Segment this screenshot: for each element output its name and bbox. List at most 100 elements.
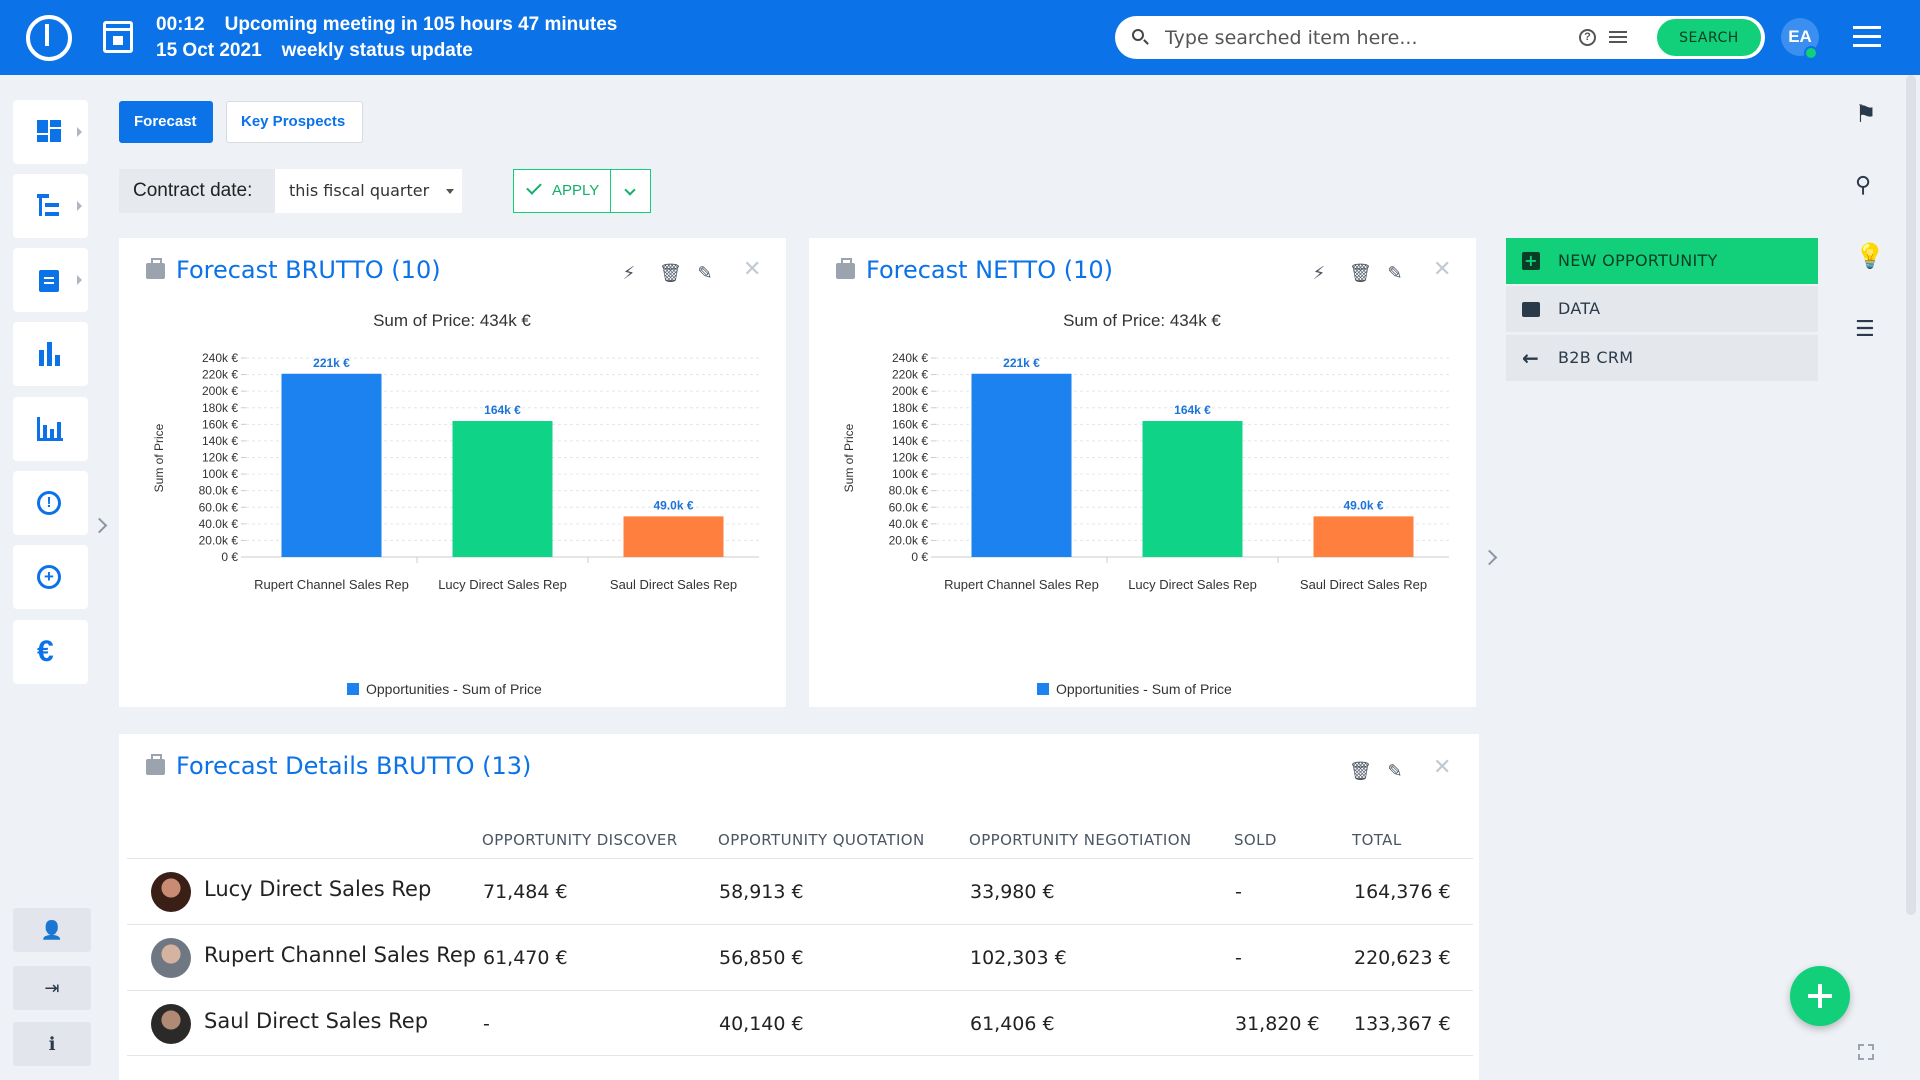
- user-search-icon[interactable]: ⚲: [1855, 172, 1872, 197]
- checklist-icon[interactable]: ☰: [1855, 316, 1875, 341]
- legend-swatch: [347, 683, 359, 695]
- tab-key-prospects[interactable]: Key Prospects: [226, 101, 363, 143]
- y-tick-label: 220k €: [892, 368, 928, 382]
- cell-negotiation: 33,980 €: [970, 881, 1055, 903]
- new-opportunity-button[interactable]: + NEW OPPORTUNITY: [1506, 238, 1818, 284]
- expand-arrow-icon: [77, 275, 82, 285]
- meeting-title: weekly status update: [281, 40, 473, 61]
- data-label: 164k €: [1174, 403, 1211, 417]
- y-tick-label: 100k €: [892, 467, 928, 481]
- search-bar: ? SEARCH: [1115, 16, 1765, 59]
- column-header[interactable]: OPPORTUNITY DISCOVER: [482, 831, 678, 849]
- column-header[interactable]: SOLD: [1234, 831, 1277, 849]
- sidebar-reports[interactable]: [13, 322, 88, 386]
- y-tick-label: 160k €: [892, 417, 928, 431]
- apply-dropdown-toggle[interactable]: [610, 169, 651, 213]
- fullscreen-icon[interactable]: [1858, 1044, 1874, 1060]
- tab-forecast[interactable]: Forecast: [119, 101, 213, 143]
- search-button[interactable]: SEARCH: [1655, 17, 1763, 58]
- y-tick-label: 140k €: [892, 434, 928, 448]
- rep-name[interactable]: Lucy Direct Sales Rep: [204, 877, 432, 901]
- logout-button[interactable]: ⇥: [13, 966, 91, 1010]
- rep-name[interactable]: Rupert Channel Sales Rep: [204, 943, 477, 967]
- meeting-countdown: Upcoming meeting in 105 hours 47 minutes: [224, 14, 618, 35]
- arrow-left-icon: ←: [1522, 346, 1540, 370]
- calendar-icon[interactable]: [103, 21, 133, 53]
- flag-icon[interactable]: ⚑: [1855, 101, 1877, 128]
- plus-icon: +: [1522, 252, 1540, 270]
- x-tick-label: Saul Direct Sales Rep: [610, 577, 737, 592]
- info-button[interactable]: ℹ: [13, 1022, 91, 1066]
- bar-chart: Sum of Price: 434k € Sum of Price 0 € 20.0k…: [152, 311, 759, 697]
- search-icon: [1132, 29, 1144, 41]
- column-header[interactable]: OPPORTUNITY QUOTATION: [718, 831, 925, 849]
- sidebar-alerts[interactable]: !: [13, 471, 88, 535]
- bar: [452, 421, 553, 557]
- y-tick-label: 100k €: [202, 467, 238, 481]
- app-logo-icon[interactable]: [26, 15, 72, 61]
- meeting-line-1[interactable]: 00:12 Upcoming meeting in 105 hours 47 mi…: [156, 14, 637, 36]
- close-icon[interactable]: ✕: [743, 256, 762, 281]
- y-tick-label: 0 €: [911, 550, 928, 564]
- close-icon[interactable]: ✕: [1433, 754, 1452, 779]
- flash-icon[interactable]: ⚡: [622, 263, 636, 283]
- edit-icon[interactable]: ✎: [697, 263, 713, 283]
- meeting-line-2[interactable]: 15 Oct 2021 weekly status update: [156, 40, 493, 62]
- edit-icon[interactable]: ✎: [1387, 761, 1403, 781]
- edit-icon[interactable]: ✎: [1387, 263, 1403, 283]
- menu-icon[interactable]: [1853, 26, 1881, 48]
- help-icon[interactable]: ?: [1579, 29, 1596, 46]
- b2b-crm-button[interactable]: ← B2B CRM: [1506, 335, 1818, 381]
- table-row[interactable]: Lucy Direct Sales Rep 71,484 € 58,913 € …: [127, 858, 1473, 924]
- y-tick-label: 80.0k €: [199, 484, 239, 498]
- contract-date-label: Contract date:: [119, 169, 275, 213]
- close-icon[interactable]: ✕: [1433, 256, 1452, 281]
- table-row[interactable]: Rupert Channel Sales Rep 61,470 € 56,850…: [127, 924, 1473, 990]
- hierarchy-icon: [37, 194, 63, 218]
- add-fab-button[interactable]: [1790, 966, 1850, 1026]
- sidebar-expand-icon[interactable]: [91, 517, 108, 534]
- chart-title: Sum of Price: 434k €: [1063, 311, 1221, 330]
- user-avatar[interactable]: EA: [1781, 18, 1819, 56]
- y-tick-label: 200k €: [892, 384, 928, 398]
- scrollbar[interactable]: [1906, 75, 1916, 915]
- sidebar-hierarchy[interactable]: [13, 174, 88, 238]
- rep-name[interactable]: Saul Direct Sales Rep: [204, 1009, 429, 1033]
- search-filter-icon[interactable]: [1609, 29, 1627, 45]
- panel-expand-icon[interactable]: [1481, 549, 1498, 566]
- briefcase-icon: [146, 258, 165, 279]
- sidebar-finance[interactable]: €: [13, 620, 88, 684]
- sidebar-tasks[interactable]: [13, 248, 88, 312]
- sidebar-reminders[interactable]: +: [13, 545, 88, 609]
- lightbulb-icon[interactable]: 💡: [1855, 243, 1885, 270]
- flash-icon[interactable]: ⚡: [1312, 263, 1326, 283]
- table-row[interactable]: Saul Direct Sales Rep - 40,140 € 61,406 …: [127, 990, 1473, 1056]
- sidebar-statistics[interactable]: [13, 397, 88, 461]
- cell-discover: 71,484 €: [483, 881, 568, 903]
- add-user-button[interactable]: 👤: [13, 908, 91, 952]
- y-tick-label: 0 €: [221, 550, 238, 564]
- delete-icon[interactable]: 🗑: [1349, 761, 1372, 781]
- contract-date-select[interactable]: this fiscal quarter: [275, 169, 462, 213]
- y-tick-label: 20.0k €: [199, 533, 239, 547]
- y-tick-label: 120k €: [892, 451, 928, 465]
- data-label: 221k €: [1003, 356, 1040, 370]
- check-icon: [526, 179, 542, 195]
- data-label: 221k €: [313, 356, 350, 370]
- data-button[interactable]: DATA: [1506, 286, 1818, 332]
- cell-sold: 31,820 €: [1235, 1013, 1320, 1035]
- column-header[interactable]: OPPORTUNITY NEGOTIATION: [969, 831, 1192, 849]
- search-input[interactable]: [1165, 24, 1565, 52]
- info-icon: ℹ: [48, 1034, 56, 1054]
- online-status-icon: [1804, 46, 1818, 60]
- cell-discover: -: [483, 1013, 490, 1035]
- expand-arrow-icon: [77, 127, 82, 137]
- data-label: DATA: [1558, 299, 1601, 318]
- x-tick-label: Rupert Channel Sales Rep: [254, 577, 409, 592]
- apply-button[interactable]: APPLY: [513, 169, 611, 213]
- avatar: [151, 872, 191, 912]
- cell-quotation: 40,140 €: [719, 1013, 804, 1035]
- column-header[interactable]: TOTAL: [1352, 831, 1402, 849]
- cell-total: 133,367 €: [1354, 1013, 1451, 1035]
- sidebar-dashboard[interactable]: [13, 100, 88, 164]
